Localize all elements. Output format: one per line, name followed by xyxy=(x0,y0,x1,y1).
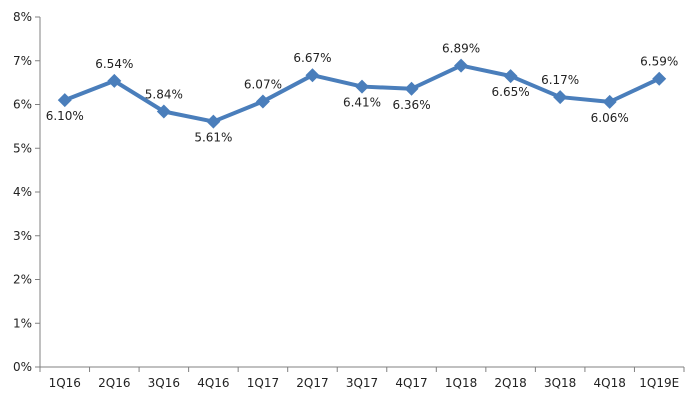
data-label: 6.10% xyxy=(46,109,84,123)
y-tick-label: 5% xyxy=(13,141,32,155)
data-labels: 6.10% 6.54% 5.84% 5.61% 6.07% 6.67% 6.41% 6.36%… xyxy=(46,42,679,145)
y-tick-label: 2% xyxy=(13,273,32,287)
data-point-marker xyxy=(652,71,667,86)
data-point-marker xyxy=(57,93,72,108)
data-label: 6.17% xyxy=(541,73,579,87)
axes xyxy=(39,17,684,368)
y-tick-label: 3% xyxy=(13,229,32,243)
data-label: 6.41% xyxy=(343,96,381,110)
x-tick-label: 4Q18 xyxy=(594,376,626,390)
data-point-marker xyxy=(454,58,469,73)
data-point-marker xyxy=(404,81,419,96)
data-label: 6.36% xyxy=(392,98,430,112)
y-tick-label: 0% xyxy=(13,360,32,374)
data-label: 6.67% xyxy=(293,51,331,65)
data-label: 6.65% xyxy=(492,85,530,99)
data-point-marker xyxy=(255,94,270,109)
data-label: 6.07% xyxy=(244,77,282,91)
x-tick-label: 3Q17 xyxy=(346,376,378,390)
x-tick-label: 4Q16 xyxy=(197,376,229,390)
data-point-marker xyxy=(156,104,171,119)
data-point-marker xyxy=(206,114,221,129)
x-tick-label: 1Q18 xyxy=(445,376,477,390)
x-tick-label: 3Q16 xyxy=(148,376,180,390)
x-tick-label: 1Q17 xyxy=(247,376,279,390)
data-label: 6.54% xyxy=(95,57,133,71)
y-tick-label: 1% xyxy=(13,316,32,330)
y-tick-label: 7% xyxy=(13,54,32,68)
x-axis-ticks: 1Q16 2Q16 3Q16 4Q16 1Q17 2Q17 3Q17 4Q17 1Q18 2Q18… xyxy=(39,367,685,390)
data-point-marker xyxy=(355,79,369,94)
data-label: 6.89% xyxy=(442,42,480,56)
data-point-marker xyxy=(602,94,617,109)
y-tick-label: 6% xyxy=(13,98,32,112)
series-markers xyxy=(57,58,667,129)
x-tick-label: 3Q18 xyxy=(544,376,576,390)
x-tick-label: 1Q19E xyxy=(639,376,679,390)
data-point-marker xyxy=(305,68,320,83)
x-tick-label: 4Q17 xyxy=(395,376,427,390)
data-label: 6.59% xyxy=(640,55,678,69)
x-tick-label: 1Q16 xyxy=(49,376,81,390)
data-label: 5.84% xyxy=(145,88,183,102)
y-axis-ticks: 0% 1% 2% 3% 4% 5% 6% 7% 8% xyxy=(13,10,40,374)
x-tick-label: 2Q16 xyxy=(98,376,130,390)
x-tick-label: 2Q17 xyxy=(296,376,328,390)
data-point-marker xyxy=(503,69,518,84)
data-point-marker xyxy=(553,90,568,105)
y-tick-label: 4% xyxy=(13,185,32,199)
x-tick-label: 2Q18 xyxy=(494,376,526,390)
data-label: 6.06% xyxy=(591,111,629,125)
y-tick-label: 8% xyxy=(13,10,32,24)
data-point-marker xyxy=(107,73,122,88)
data-label: 5.61% xyxy=(194,131,232,145)
